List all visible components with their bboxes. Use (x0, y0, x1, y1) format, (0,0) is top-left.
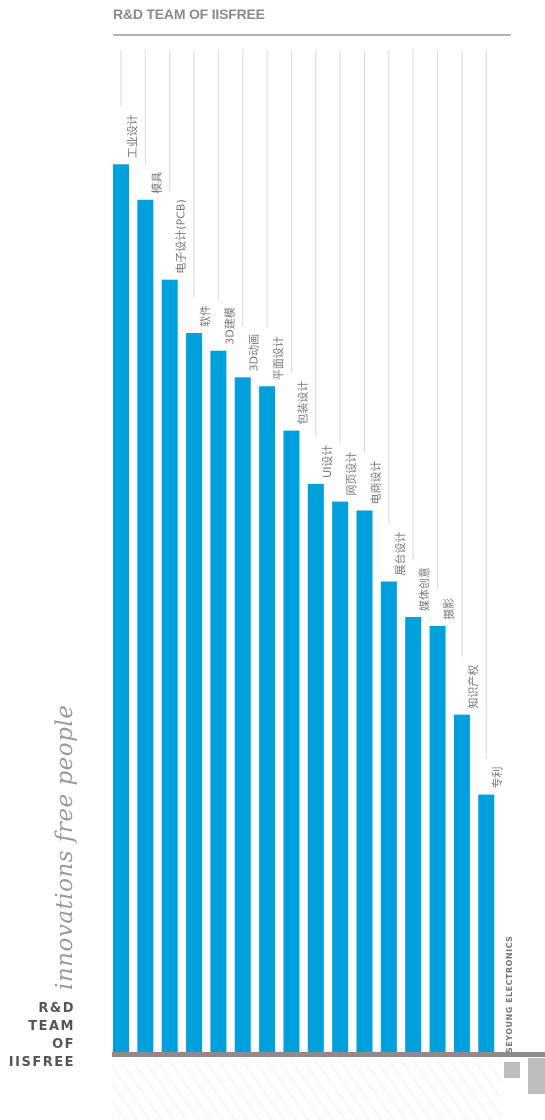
bar-label: 包装设计 (296, 381, 309, 425)
bar (283, 430, 300, 1052)
bar-label: 3D建模 (222, 307, 236, 344)
header-rule (113, 34, 511, 36)
decor-square (528, 1058, 545, 1094)
tagline-text: innovations free people (52, 704, 78, 990)
side-title-line: R&D (38, 1001, 75, 1016)
bar-label: 网页设计 (345, 452, 358, 496)
bar-label: 电商设计 (369, 460, 383, 504)
bar-label: 专利 (490, 767, 504, 789)
bar (113, 164, 129, 1052)
decor-square (504, 1062, 520, 1078)
bar-label: 平面设计 (272, 336, 285, 380)
footer-brand: SEYOUNG ELECTRONICS (505, 935, 514, 1053)
bar (429, 625, 446, 1052)
hatch-floor (112, 1058, 502, 1120)
bar (259, 386, 276, 1052)
bar (137, 199, 154, 1052)
bar (356, 510, 373, 1053)
bar (186, 332, 203, 1052)
bar-label: 媒体创意 (417, 567, 431, 611)
bar (234, 377, 251, 1052)
bar-label: 电子设计(PCB) (175, 199, 188, 273)
baseline (112, 1052, 545, 1057)
bar-label: 知识产权 (466, 665, 480, 709)
bar-label: 模具 (150, 172, 163, 194)
bar-label: 展台设计 (393, 532, 407, 576)
side-title-block: R&D TEAM OF IISFREE (0, 1000, 75, 1072)
bar-label: 工业设计 (126, 114, 139, 158)
bar (210, 350, 227, 1052)
gridlines (120, 50, 487, 759)
bar (307, 483, 324, 1053)
header-title: R&D TEAM OF IISFREE (113, 6, 265, 22)
bar (478, 794, 495, 1052)
bar (380, 581, 397, 1052)
bar (332, 501, 349, 1053)
bar-label: UI设计 (321, 445, 334, 478)
bar (161, 279, 178, 1052)
side-title-line: OF IISFREE (8, 1037, 75, 1070)
bar (453, 714, 470, 1052)
bar-label: 摄影 (442, 598, 456, 620)
bar (405, 617, 422, 1052)
bar-label: 3D动画 (248, 334, 261, 371)
side-title-line: TEAM (28, 1019, 75, 1034)
bars (113, 164, 495, 1053)
bar-label: 软件 (198, 305, 212, 327)
